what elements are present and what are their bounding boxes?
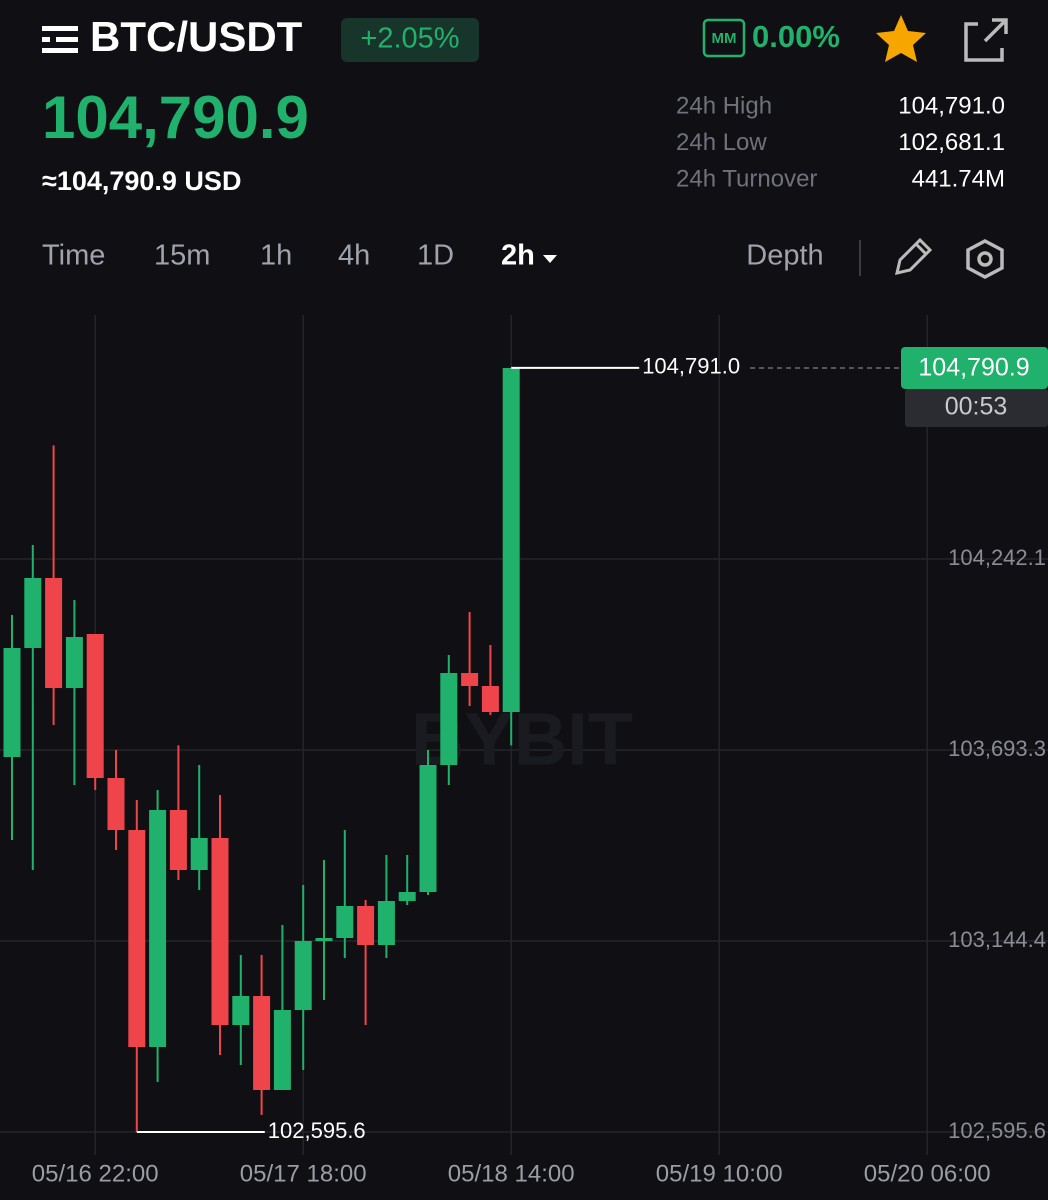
candle-body — [336, 905, 354, 939]
settings-icon[interactable] — [966, 239, 1004, 279]
last-price-tag-label: 104,790.9 — [918, 354, 1029, 382]
candle-body — [190, 837, 208, 870]
countdown-tag — [905, 388, 1048, 427]
y-tick-label: 103,693.3 — [948, 736, 1046, 761]
favorite-star[interactable] — [876, 15, 926, 62]
candle-body — [315, 938, 333, 941]
y-tick-label: 102,595.6 — [948, 1118, 1046, 1143]
countdown: 00:53 — [945, 393, 1008, 421]
x-tick-label: 05/19 10:00 — [656, 1160, 783, 1187]
high-marker-label: 104,791.0 — [642, 354, 740, 379]
stat-label: 24h Low — [676, 129, 767, 156]
x-tick-label: 05/17 18:00 — [240, 1160, 367, 1187]
low-marker-label: 102,595.6 — [268, 1118, 366, 1143]
candle-body — [294, 940, 312, 1011]
x-tick-label: 05/20 06:00 — [864, 1160, 991, 1187]
candle-body — [232, 995, 250, 1026]
share-icon[interactable] — [964, 18, 1008, 62]
candle-body — [107, 778, 125, 831]
candle-body — [86, 634, 104, 779]
candle-body — [253, 995, 271, 1090]
candle-body — [461, 673, 479, 686]
interval-tab[interactable]: Time — [42, 240, 105, 272]
candle-body — [24, 578, 42, 648]
stat-label: 24h High — [676, 92, 772, 119]
candle-body — [502, 367, 520, 712]
y-tick-label: 103,144.4 — [948, 927, 1046, 952]
candle-body — [169, 810, 187, 870]
candle-body — [211, 837, 229, 1026]
y-tick-label: 104,242.1 — [948, 545, 1046, 570]
candle-body — [3, 647, 21, 757]
symbol[interactable]: BTC/USDT — [90, 13, 303, 60]
stat-value: 104,791.0 — [898, 92, 1005, 119]
dropdown-caret — [543, 255, 557, 263]
change: +2.05% — [360, 23, 459, 55]
mm-icon — [702, 18, 746, 58]
stat-value: 441.74M — [912, 165, 1005, 192]
mm-label: MM — [712, 30, 737, 47]
candle-body — [357, 905, 375, 945]
candle-body — [273, 1010, 291, 1090]
interval-tab[interactable]: 1D — [417, 240, 454, 272]
candle-body — [419, 765, 437, 892]
candle-body — [128, 830, 146, 1048]
interval-tab[interactable]: 15m — [154, 240, 210, 272]
menu-icon[interactable] — [42, 26, 78, 53]
x-tick-label: 05/18 14:00 — [448, 1160, 575, 1187]
usd-price: ≈104,790.9 USD — [42, 166, 241, 196]
candlestick-chart: 05/16 22:00 05/17 18:00 05/18 14:00 05/19 1… — [0, 315, 1048, 1187]
candle-body — [481, 685, 499, 712]
draw-icon[interactable] — [894, 237, 933, 276]
candle-body — [398, 891, 416, 902]
change-badge — [341, 18, 479, 62]
stat-value: 102,681.1 — [898, 129, 1005, 156]
last-price: 104,790.9 — [42, 84, 309, 151]
interval-tab[interactable]: 2h — [501, 240, 535, 272]
interval-tab[interactable]: 4h — [338, 240, 370, 272]
candle-body — [149, 810, 167, 1048]
candle-body — [440, 673, 458, 765]
x-tick-label: 05/16 22:00 — [32, 1160, 159, 1187]
mm-value: 0.00% — [752, 19, 840, 54]
candle-body — [45, 578, 63, 689]
stat-label: 24h Turnover — [676, 165, 817, 192]
interval-tab[interactable]: 1h — [260, 240, 292, 272]
candle-body — [65, 636, 83, 689]
depth-tab[interactable]: Depth — [746, 240, 823, 272]
candle-body — [377, 901, 395, 945]
last-price-tag — [901, 346, 1048, 389]
